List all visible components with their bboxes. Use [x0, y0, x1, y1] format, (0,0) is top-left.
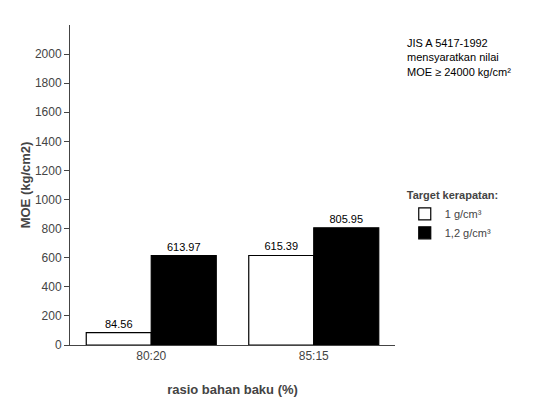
svg-text:1,2 g/cm³: 1,2 g/cm³	[445, 227, 491, 239]
svg-text:1800: 1800	[35, 76, 62, 90]
svg-text:613.97: 613.97	[167, 241, 201, 253]
svg-text:600: 600	[42, 251, 62, 265]
svg-text:Target kerapatan:: Target kerapatan:	[407, 189, 499, 201]
svg-text:80:20: 80:20	[136, 349, 166, 363]
svg-text:400: 400	[42, 280, 62, 294]
svg-text:85:15: 85:15	[299, 349, 329, 363]
svg-text:1200: 1200	[35, 164, 62, 178]
svg-text:1 g/cm³: 1 g/cm³	[445, 208, 482, 220]
svg-text:800: 800	[42, 222, 62, 236]
svg-text:1600: 1600	[35, 105, 62, 119]
svg-text:MOE (kg/cm2): MOE (kg/cm2)	[18, 142, 33, 229]
svg-text:805.95: 805.95	[329, 213, 363, 225]
svg-text:615.39: 615.39	[264, 240, 298, 252]
svg-text:2000: 2000	[35, 47, 62, 61]
svg-text:84.56: 84.56	[105, 318, 133, 330]
svg-text:200: 200	[42, 309, 62, 323]
svg-text:0: 0	[55, 338, 62, 352]
svg-text:1400: 1400	[35, 135, 62, 149]
svg-text:rasio bahan baku (%): rasio bahan baku (%)	[167, 382, 298, 397]
svg-text:JIS A 5417-1992mensyaratkan ni: JIS A 5417-1992mensyaratkan nilaiMOE ≥ 2…	[407, 37, 511, 78]
svg-text:1000: 1000	[35, 193, 62, 207]
